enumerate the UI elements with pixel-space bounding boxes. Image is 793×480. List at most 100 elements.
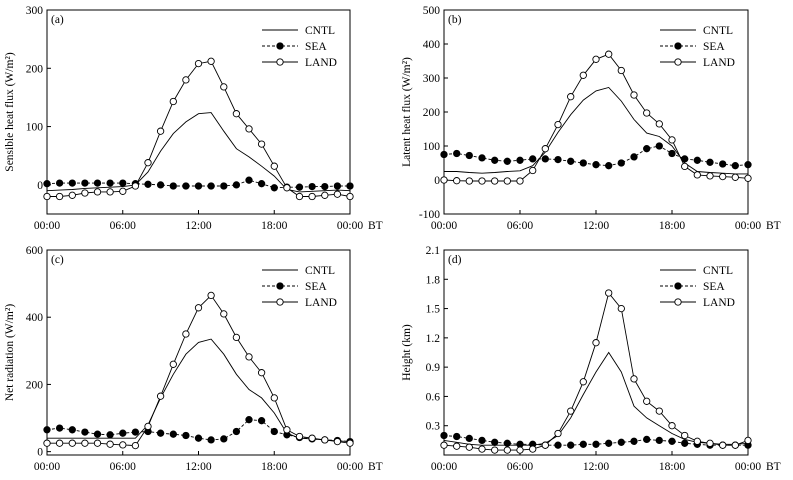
data-point-sea (346, 182, 354, 190)
data-point-land (491, 446, 499, 454)
data-point-land (144, 159, 152, 167)
data-point-land (643, 109, 651, 117)
data-point-land (655, 120, 663, 128)
data-point-land (194, 59, 203, 68)
data-point-sea (693, 156, 701, 164)
data-point-sea (630, 153, 638, 161)
data-point-land (232, 333, 241, 342)
y-tick-label: 200 (423, 107, 441, 119)
series-sea (43, 176, 354, 192)
x-tick-label: 18:00 (659, 220, 685, 232)
x-tick-label: 00:00 (431, 461, 457, 473)
data-point-land (719, 441, 727, 449)
x-axis-label: BT (766, 220, 781, 232)
series-sea (43, 416, 354, 446)
data-point-land (81, 439, 89, 447)
data-point-land (257, 140, 266, 148)
x-tick-label: 12:00 (185, 220, 211, 232)
data-point-sea (43, 180, 51, 188)
data-point-sea (541, 155, 549, 163)
data-point-sea (529, 155, 537, 163)
data-point-land (503, 446, 511, 454)
data-point-sea (630, 437, 638, 445)
data-point-sea (156, 429, 165, 437)
data-point-land (270, 162, 278, 170)
panel-a: 0 100 200 300 00:00 06:00 12:00 18:00 00:00 BT Sen… (4, 5, 383, 232)
series-line-cntl (46, 112, 351, 193)
data-point-land (321, 436, 329, 444)
data-point-sea (744, 161, 752, 169)
data-point-sea (232, 181, 241, 189)
data-point-land (182, 76, 190, 84)
series-land (440, 289, 752, 454)
data-point-land (106, 440, 114, 448)
data-point-sea (579, 159, 587, 167)
legend-item-cntl: CNTL (262, 265, 335, 277)
x-tick-label: 12:00 (583, 220, 609, 232)
data-point-land (207, 57, 215, 65)
series-line-cntl (443, 351, 749, 446)
legend-label: SEA (703, 281, 725, 293)
data-point-sea (169, 430, 177, 438)
data-point-land (93, 439, 102, 447)
legend-label: LAND (703, 297, 735, 309)
data-point-sea (207, 182, 215, 190)
legend-marker (674, 282, 682, 290)
data-point-land (333, 437, 342, 446)
series-cntl (46, 112, 351, 193)
x-tick-label: 00:00 (431, 220, 457, 232)
data-point-land (643, 397, 651, 405)
data-point-land (605, 50, 613, 58)
data-point-land (706, 439, 714, 447)
data-point-sea (156, 181, 165, 189)
legend-item-cntl: CNTL (660, 25, 733, 37)
data-point-land (321, 191, 329, 199)
legend-label: LAND (305, 297, 337, 309)
series-land (43, 57, 354, 201)
series-cntl (443, 351, 749, 446)
legend-marker (276, 58, 284, 66)
data-point-land (220, 310, 228, 318)
data-point-land (655, 407, 663, 415)
y-tick-label: 0.3 (426, 421, 441, 433)
y-tick-label: 100 (423, 141, 441, 153)
panel-d: 0.3 0.6 0.9 1.2 1.5 1.8 2.1 00:00 06:00 12:00 18:0… (401, 245, 781, 473)
data-point-sea (321, 182, 329, 191)
data-point-land (453, 177, 461, 185)
data-point-sea (503, 157, 511, 165)
x-tick-label: 06:00 (110, 220, 136, 232)
series-line-land (47, 294, 351, 447)
x-axis-label: BT (766, 461, 781, 473)
data-point-land (169, 360, 177, 368)
data-point-land (245, 125, 253, 133)
data-point-land (630, 375, 638, 383)
legend-label: CNTL (305, 265, 335, 277)
x-tick-label: 00:00 (34, 461, 60, 473)
data-point-sea (655, 142, 663, 150)
data-point-land (693, 171, 701, 179)
legend-item-sea: SEA (660, 281, 725, 293)
data-point-land (81, 189, 89, 197)
data-point-land (440, 176, 448, 184)
legend-label: CNTL (703, 265, 733, 277)
y-tick-label: 1.2 (426, 333, 441, 345)
data-point-sea (567, 157, 575, 165)
data-point-land (68, 191, 76, 199)
legend-item-land: LAND (262, 297, 337, 309)
x-tick-label: 18:00 (659, 461, 685, 473)
x-tick-label: 00:00 (735, 220, 761, 232)
data-point-sea (643, 145, 651, 153)
data-point-land (346, 192, 354, 201)
y-tick-label: 0 (434, 175, 440, 187)
x-axis-label: BT (368, 461, 383, 473)
data-point-land (668, 422, 676, 430)
x-tick-label: 06:00 (507, 461, 533, 473)
data-point-sea (182, 182, 190, 190)
data-point-sea (119, 429, 127, 437)
data-point-sea (567, 441, 575, 449)
data-point-sea (106, 431, 114, 439)
y-tick-label: 400 (423, 39, 441, 51)
y-tick-label: 0.6 (426, 391, 441, 403)
y-tick-label: 2.1 (426, 245, 441, 257)
